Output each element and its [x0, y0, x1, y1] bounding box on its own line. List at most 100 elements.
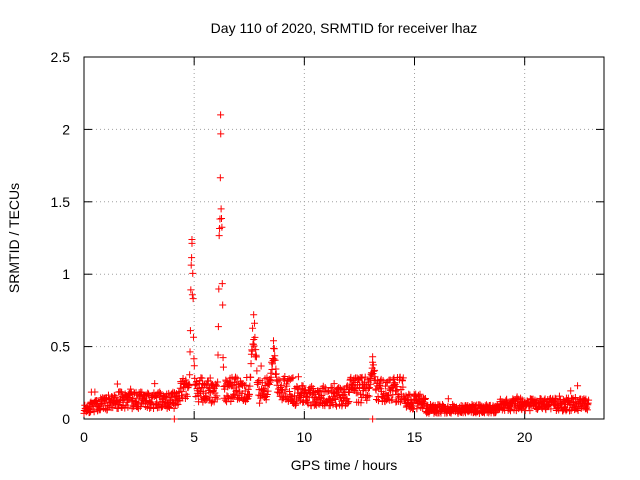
data-point	[280, 389, 288, 397]
data-point	[367, 380, 375, 388]
data-point	[233, 386, 241, 394]
data-point	[90, 408, 98, 416]
data-points	[80, 111, 593, 423]
data-point	[91, 388, 99, 396]
data-point	[187, 261, 195, 269]
data-point	[186, 348, 194, 356]
data-point	[174, 396, 182, 404]
data-point	[377, 385, 385, 393]
data-point	[113, 380, 121, 388]
data-point	[369, 353, 377, 361]
data-point	[371, 366, 379, 374]
y-tick-label: 1.5	[51, 194, 71, 210]
data-point	[242, 381, 250, 389]
data-point	[247, 360, 255, 368]
data-point	[156, 388, 164, 396]
data-point	[245, 391, 253, 399]
data-point	[416, 390, 424, 398]
data-point	[365, 392, 373, 400]
x-tick-label: 15	[407, 429, 423, 445]
data-point	[249, 324, 257, 332]
data-point	[219, 363, 227, 371]
data-point	[379, 393, 387, 401]
data-point	[213, 395, 221, 403]
data-point	[567, 406, 575, 414]
x-tick-label: 5	[190, 429, 198, 445]
data-point	[324, 388, 332, 396]
data-point	[250, 311, 258, 319]
data-point	[444, 395, 452, 403]
data-point	[327, 384, 335, 392]
y-tick-label: 0	[62, 411, 70, 427]
data-point	[217, 205, 225, 213]
data-point	[281, 386, 289, 394]
data-point	[357, 399, 365, 407]
data-point	[188, 291, 196, 299]
data-point	[189, 269, 197, 277]
data-point	[270, 355, 278, 363]
data-point	[551, 394, 559, 402]
data-point	[218, 280, 226, 288]
data-point	[212, 382, 220, 390]
data-point	[188, 254, 196, 262]
data-point	[389, 375, 397, 383]
data-point	[231, 373, 239, 381]
data-point	[374, 397, 382, 405]
data-point	[390, 381, 398, 389]
data-point	[124, 403, 132, 411]
data-point	[289, 374, 297, 382]
data-point	[92, 396, 100, 404]
data-point	[567, 387, 575, 395]
data-point	[392, 387, 400, 395]
data-point	[217, 130, 225, 138]
data-point	[239, 380, 247, 388]
data-point	[170, 415, 178, 423]
data-point	[369, 415, 377, 423]
data-point	[283, 382, 291, 390]
data-point	[187, 286, 195, 294]
data-point	[399, 374, 407, 382]
data-point	[364, 392, 372, 400]
data-point	[277, 381, 285, 389]
data-point	[170, 404, 178, 412]
data-point	[252, 353, 260, 361]
data-point	[281, 372, 289, 380]
data-point	[205, 393, 213, 401]
data-point	[345, 398, 353, 406]
data-point	[151, 380, 159, 388]
data-point	[421, 395, 429, 403]
data-point	[118, 388, 126, 396]
data-point	[190, 355, 198, 363]
data-point	[251, 319, 259, 327]
data-point	[215, 232, 223, 240]
data-point	[121, 404, 129, 412]
data-point	[381, 382, 389, 390]
data-point	[538, 405, 546, 413]
data-point	[247, 373, 255, 381]
data-point	[361, 383, 369, 391]
x-tick-label: 20	[517, 429, 533, 445]
data-point	[518, 406, 526, 414]
data-point	[364, 385, 372, 393]
data-point	[526, 407, 534, 415]
data-point	[218, 223, 226, 231]
data-point	[388, 396, 396, 404]
data-point	[183, 392, 191, 400]
data-point	[96, 406, 104, 414]
y-tick-label: 0.5	[51, 339, 71, 355]
data-point	[266, 377, 274, 385]
data-point	[257, 362, 265, 370]
data-point	[272, 370, 280, 378]
data-point	[246, 382, 254, 390]
data-point	[219, 354, 227, 362]
data-point	[585, 396, 593, 404]
data-point	[583, 400, 591, 408]
data-point	[117, 388, 125, 396]
data-point	[186, 371, 194, 379]
data-point	[178, 388, 186, 396]
chart-title: Day 110 of 2020, SRMTID for receiver lha…	[211, 20, 478, 36]
x-axis-label: GPS time / hours	[291, 457, 398, 473]
data-point	[264, 387, 272, 395]
y-tick-label: 2	[62, 121, 70, 137]
